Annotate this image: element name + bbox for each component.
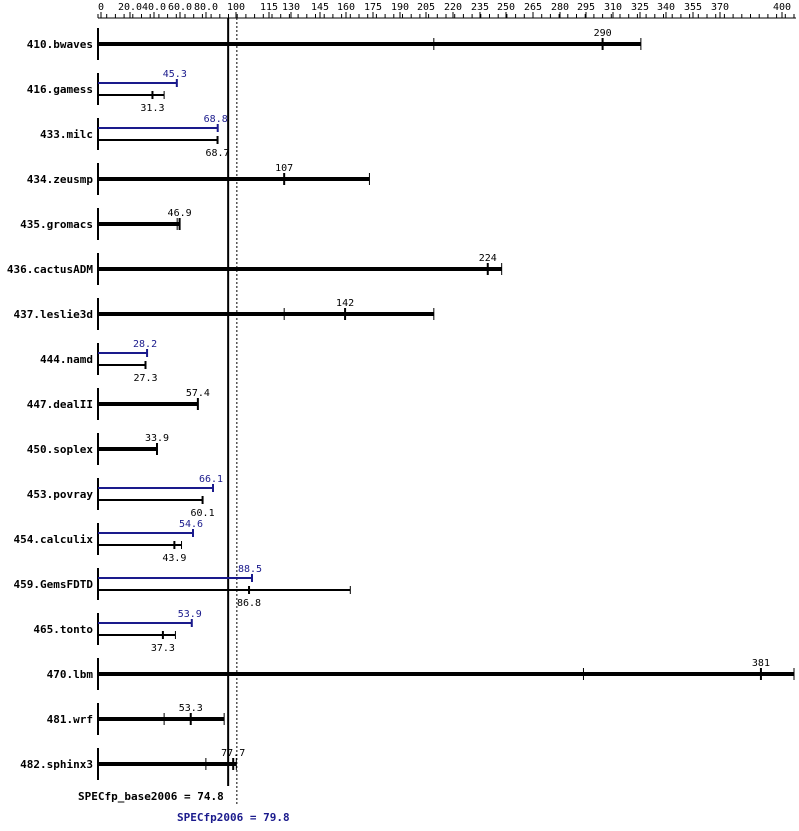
- base-value-label: 31.3: [140, 103, 164, 114]
- benchmark-label: 482.sphinx3: [20, 758, 93, 771]
- base-value-label: 60.1: [191, 508, 215, 519]
- x-tick-label: 40.0: [142, 2, 166, 13]
- specfp-peak-summary: SPECfp2006 = 79.8: [177, 811, 290, 824]
- peak-value-label: 45.3: [163, 69, 187, 80]
- benchmark-label: 454.calculix: [14, 533, 94, 546]
- x-tick-label: 160: [337, 2, 355, 13]
- x-tick-label: 310: [604, 2, 622, 13]
- peak-value-label: 53.9: [178, 609, 202, 620]
- x-tick-label: 295: [577, 2, 595, 13]
- base-value-label: 68.7: [205, 148, 229, 159]
- benchmark-label: 435.gromacs: [20, 218, 93, 231]
- benchmark-label: 470.lbm: [47, 668, 94, 681]
- benchmark-label: 416.gamess: [27, 83, 93, 96]
- x-tick-label: 175: [364, 2, 382, 13]
- peak-value-label: 54.6: [179, 519, 203, 530]
- x-tick-label: 80.0: [194, 2, 218, 13]
- base-value-label: 57.4: [186, 388, 210, 399]
- benchmark-label: 444.namd: [40, 353, 93, 366]
- peak-value-label: 68.8: [204, 114, 228, 125]
- benchmark-label: 434.zeusmp: [27, 173, 94, 186]
- benchmark-label: 453.povray: [27, 488, 94, 501]
- x-tick-label: 20.0: [118, 2, 142, 13]
- peak-value-label: 66.1: [199, 474, 223, 485]
- x-tick-label: 205: [417, 2, 435, 13]
- benchmark-label: 437.leslie3d: [14, 308, 93, 321]
- x-tick-label: 0: [98, 2, 104, 13]
- base-value-label: 86.8: [237, 598, 261, 609]
- base-value-label: 224: [479, 253, 497, 264]
- base-value-label: 77.7: [221, 748, 245, 759]
- x-tick-label: 400: [773, 2, 791, 13]
- x-tick-label: 235: [471, 2, 489, 13]
- x-tick-label: 145: [311, 2, 329, 13]
- base-value-label: 381: [752, 658, 770, 669]
- x-tick-label: 250: [497, 2, 515, 13]
- benchmark-label: 459.GemsFDTD: [14, 578, 94, 591]
- peak-value-label: 88.5: [238, 564, 262, 575]
- benchmark-label: 410.bwaves: [27, 38, 93, 51]
- benchmark-label: 447.dealII: [27, 398, 93, 411]
- benchmark-label: 481.wrf: [47, 713, 93, 726]
- x-tick-label: 370: [711, 2, 729, 13]
- x-tick-label: 325: [631, 2, 649, 13]
- base-value-label: 107: [275, 163, 293, 174]
- base-value-label: 290: [594, 28, 612, 39]
- x-tick-label: 220: [444, 2, 462, 13]
- base-value-label: 142: [336, 298, 354, 309]
- x-tick-label: 280: [551, 2, 569, 13]
- x-tick-label: 130: [282, 2, 300, 13]
- x-tick-label: 355: [684, 2, 702, 13]
- base-value-label: 46.9: [168, 208, 192, 219]
- specfp-base-summary: SPECfp_base2006 = 74.8: [78, 790, 224, 803]
- base-value-label: 53.3: [179, 703, 203, 714]
- base-value-label: 37.3: [151, 643, 175, 654]
- peak-value-label: 28.2: [133, 339, 157, 350]
- x-tick-label: 100: [227, 2, 245, 13]
- x-tick-label: 115: [260, 2, 278, 13]
- benchmark-label: 436.cactusADM: [7, 263, 93, 276]
- base-value-label: 27.3: [133, 373, 157, 384]
- benchmark-label: 465.tonto: [33, 623, 93, 636]
- base-value-label: 43.9: [162, 553, 186, 564]
- benchmark-label: 433.milc: [40, 128, 93, 141]
- x-tick-label: 190: [391, 2, 409, 13]
- base-value-label: 33.9: [145, 433, 169, 444]
- x-tick-label: 265: [524, 2, 542, 13]
- x-tick-label: 340: [657, 2, 675, 13]
- x-tick-label: 60.0: [168, 2, 192, 13]
- benchmark-label: 450.soplex: [27, 443, 94, 456]
